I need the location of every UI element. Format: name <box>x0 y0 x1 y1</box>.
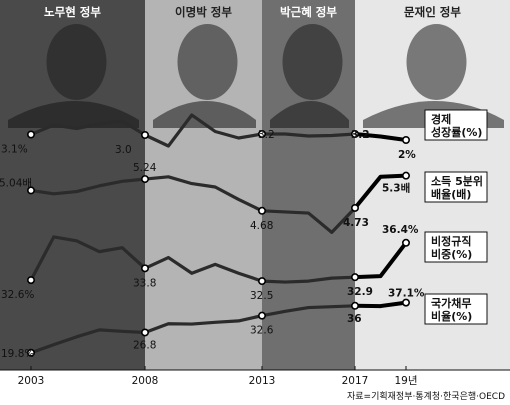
data-label-3-2008: 26.8 <box>133 339 156 351</box>
era-title-1: 이명박 정부 <box>175 5 232 19</box>
series-point-2-2013 <box>257 277 266 286</box>
legend-text-1-0: 소득 5분위 <box>431 175 483 188</box>
data-label-1-2008: 5.24 <box>133 162 157 174</box>
series-point-3-2013 <box>257 311 266 320</box>
x-tick-label-3: 2017 <box>342 375 369 387</box>
series-point-3-2017 <box>350 301 359 310</box>
legend-text-0-1: 성장률(%) <box>431 125 482 139</box>
portrait-shoulders-1 <box>153 101 256 128</box>
series-line-1 <box>30 175 357 234</box>
x-tick-label-4: 19년 <box>394 375 417 387</box>
portrait-head-2 <box>282 24 343 100</box>
legend-text-1-1: 배율(배) <box>431 187 471 201</box>
data-label-2-2008: 33.8 <box>133 277 156 289</box>
legend-text-3-1: 비율(%) <box>431 309 472 323</box>
data-label-0-2003: 3.1% <box>1 144 28 156</box>
x-tick-label-2: 2013 <box>249 375 276 387</box>
x-tick-label-1: 2008 <box>132 375 159 387</box>
series-point-0-2008 <box>141 131 150 140</box>
series-point-0-2019 <box>401 136 410 145</box>
legend-box-1 <box>424 171 488 203</box>
era-title-2: 박근혜 정부 <box>280 5 337 19</box>
series-point-2-2008 <box>141 264 150 273</box>
series-tail-2 <box>354 241 408 280</box>
source-note: 자료=기획재정부·통계청·한국은행·OECD <box>347 390 505 402</box>
series-point-1-2008 <box>141 175 150 184</box>
portrait-shoulders-0 <box>8 101 139 128</box>
series-point-2-2019 <box>401 238 410 247</box>
series-line-3 <box>30 304 356 355</box>
legend-text-3-0: 국가채무 <box>431 296 471 310</box>
legend-text-0-0: 경제 <box>431 112 451 126</box>
series-point-2-2003 <box>26 276 35 285</box>
series-point-3-2008 <box>141 328 150 337</box>
data-label-3-2017: 36 <box>347 313 362 325</box>
data-label-1-2017: 4.73 <box>343 217 369 229</box>
x-tick-label-0: 2003 <box>18 375 45 387</box>
series-point-2-2017 <box>350 273 359 282</box>
portrait-head-0 <box>46 24 107 100</box>
data-label-3-2013: 32.6 <box>250 325 274 337</box>
legend-box-2 <box>424 231 488 263</box>
series-point-1-2003 <box>26 186 35 195</box>
series-line-0 <box>30 113 356 148</box>
series-point-0-2003 <box>26 130 35 139</box>
data-label-1-2019: 5.3배 <box>382 182 410 195</box>
series-tail-1 <box>353 173 407 210</box>
legend-text-2-1: 비중(%) <box>431 247 472 261</box>
series-tail-3 <box>354 300 407 309</box>
legend-box-0 <box>424 109 488 141</box>
data-label-0-2013: 3.2 <box>258 129 275 141</box>
portrait-head-3 <box>406 24 467 100</box>
era-title-0: 노무현 정부 <box>44 5 101 19</box>
data-label-2-2013: 32.5 <box>250 290 273 302</box>
series-point-1-2013 <box>257 206 266 215</box>
portrait-head-1 <box>177 24 238 100</box>
portrait-shoulders-2 <box>270 101 349 128</box>
series-point-3-2003 <box>26 348 35 357</box>
series-point-3-2019 <box>401 298 410 307</box>
series-point-0-2013 <box>257 130 266 139</box>
data-label-0-2019: 2% <box>398 149 416 161</box>
era-title-3: 문재인 정부 <box>404 5 461 19</box>
legend-text-2-0: 비정규직 <box>431 234 471 248</box>
series-tail-0 <box>354 132 407 142</box>
data-label-1-2013: 4.68 <box>250 220 273 232</box>
series-line-2 <box>29 235 356 284</box>
data-label-2-2003: 32.6% <box>1 289 34 301</box>
data-label-1-2003: 5.04배 <box>0 177 32 189</box>
series-point-1-2017 <box>350 203 359 212</box>
data-label-2-2017: 32.9 <box>347 286 373 298</box>
data-label-0-2008: 3.0 <box>115 144 132 156</box>
data-label-2-2019: 36.4% <box>382 224 419 236</box>
data-label-3-2003: 19.8% <box>1 348 34 360</box>
series-point-0-2017 <box>350 130 359 139</box>
data-label-3-2019: 37.1% <box>388 288 425 300</box>
series-point-1-2019 <box>401 171 410 180</box>
data-label-0-2017: 3.2 <box>351 129 370 141</box>
legend-box-3 <box>424 293 488 325</box>
